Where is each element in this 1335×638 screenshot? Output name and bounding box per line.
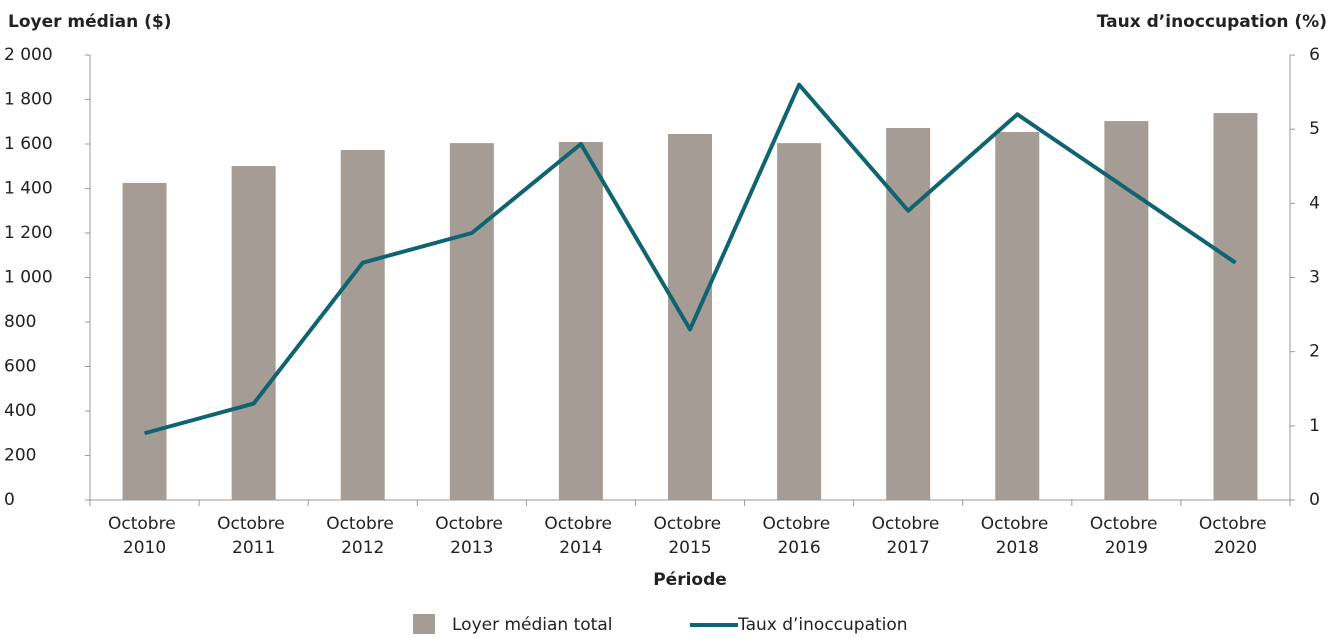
bar — [886, 127, 931, 500]
bar — [122, 182, 167, 500]
y2-tick-label: 6 — [1309, 45, 1320, 65]
bar — [1104, 121, 1149, 501]
y2-tick-label: 4 — [1309, 193, 1320, 213]
bar — [668, 133, 712, 501]
bar — [449, 143, 494, 501]
y-tick-label: 400 — [4, 401, 36, 421]
x-axis-title: Période — [653, 570, 727, 590]
y-tick-label: 800 — [4, 312, 36, 332]
y-tick-label: 1 400 — [4, 179, 53, 199]
bar — [231, 166, 276, 500]
y-tick-label: 1 600 — [4, 134, 53, 154]
legend-label: Taux d’inoccupation — [737, 615, 908, 635]
y2-tick-label: 1 — [1309, 416, 1320, 436]
x-tick-label: Octobre 2019 — [1090, 514, 1163, 558]
y2-tick-label: 2 — [1309, 342, 1320, 362]
y-tick-label: 2 000 — [4, 45, 53, 65]
y-axis-title: Loyer médian ($) — [8, 12, 172, 32]
x-tick-label: Octobre 2013 — [435, 514, 508, 558]
x-tick-label: Octobre 2011 — [217, 514, 290, 558]
legend-swatch — [413, 614, 435, 634]
y2-tick-label: 0 — [1309, 490, 1320, 510]
y-tick-label: 0 — [4, 490, 15, 510]
y-tick-label: 200 — [4, 446, 36, 466]
x-tick-label: Octobre 2015 — [653, 514, 726, 558]
y-tick-label: 1 800 — [4, 90, 53, 110]
y2-tick-label: 3 — [1309, 268, 1320, 288]
y-tick-label: 1 000 — [4, 268, 53, 288]
x-tick-label: Octobre 2017 — [872, 514, 945, 558]
bar — [777, 143, 822, 501]
x-tick-label: Octobre 2020 — [1199, 514, 1272, 558]
x-tick-label: Octobre 2010 — [108, 514, 181, 558]
x-tick-label: Octobre 2012 — [326, 514, 399, 558]
legend-label: Loyer médian total — [452, 615, 613, 635]
y2-axis-title: Taux d’inoccupation (%) — [1097, 12, 1327, 32]
x-tick-label: Octobre 2014 — [544, 514, 617, 558]
bar — [558, 141, 603, 500]
bar — [1213, 113, 1258, 500]
y-tick-label: 1 200 — [4, 223, 53, 243]
x-tick-label: Octobre 2018 — [981, 514, 1054, 558]
y2-tick-label: 5 — [1309, 119, 1320, 139]
x-tick-label: Octobre 2016 — [763, 514, 836, 558]
line — [144, 82, 1237, 436]
bar — [340, 150, 385, 500]
y-tick-label: 600 — [4, 357, 36, 377]
bar — [995, 131, 1040, 501]
